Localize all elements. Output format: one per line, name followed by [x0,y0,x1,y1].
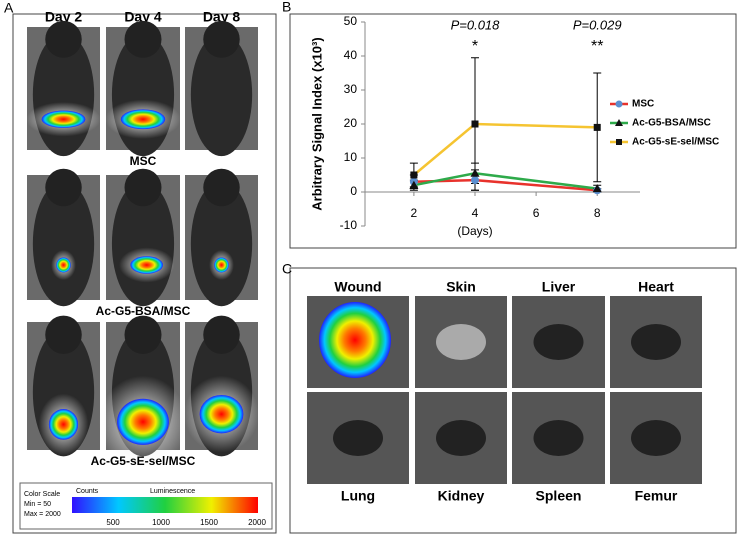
tissue [631,324,681,360]
tissue-label: Heart [638,279,674,295]
scale-tick: 2000 [248,518,266,527]
series-line [413,122,598,176]
annotation: * [472,38,478,55]
panel-c-frame [289,267,737,534]
mouse-head [203,20,240,58]
y-tick-label: 50 [344,14,358,28]
x-tick-label: 4 [472,206,479,220]
tissue-label: Lung [341,488,375,504]
mouse-head [124,20,162,58]
panel-label: C [282,261,292,277]
day-label: Day 2 [45,9,83,25]
tissue-label: Femur [635,488,678,504]
marker [471,120,479,128]
tissue [533,420,584,456]
day-label: Day 4 [124,9,162,25]
mouse-head [45,168,82,207]
x-tick-label: 6 [533,206,540,220]
y-axis-label: Arbitrary Signal Index (x10³) [309,37,324,210]
tissue [436,324,486,360]
signal [130,256,163,274]
scale-tick: 500 [106,518,120,527]
y-tick-label: 40 [344,48,358,62]
scale-tick: 1500 [200,518,218,527]
tissue [333,420,383,456]
x-tick-label: 8 [594,206,601,220]
legend-marker [616,139,622,145]
mouse-body [190,33,253,157]
legend-label: Ac-G5-sE-sel/MSC [632,137,719,148]
tissue [533,324,584,360]
annotation: P=0.029 [573,17,622,32]
tissue-label: Kidney [438,488,485,504]
tissue [631,420,681,456]
y-tick-label: -10 [340,218,358,232]
annotation: P=0.018 [451,17,501,32]
mouse-head [45,20,82,58]
group-label: MSC [130,154,157,168]
group-label: Ac-G5-sE-sel/MSC [91,454,196,468]
tissue-label: Skin [446,279,476,295]
marker [593,123,601,131]
mouse-head [45,315,82,354]
marker [409,180,419,189]
scale-tick: 1000 [152,518,170,527]
legend-marker [615,119,623,126]
y-tick-label: 20 [344,116,358,130]
marker [592,184,602,193]
series-line [413,172,598,190]
tissue-label: Wound [334,279,381,295]
scale-title: Color Scale [24,491,60,498]
annotation: ** [591,38,603,55]
mouse-head [124,315,162,354]
legend-marker [615,100,623,108]
mouse-head [124,168,162,207]
scale-counts: Counts [76,488,99,495]
signal [214,257,229,273]
day-label: Day 8 [203,9,241,25]
scale-max: Max = 2000 [24,511,61,518]
signal [319,302,391,378]
signal [41,110,86,128]
marker [410,171,418,179]
marker [470,168,480,177]
panel-b-frame [289,13,737,249]
y-tick-label: 10 [344,150,358,164]
panel-label: B [282,0,291,15]
mouse-body [32,181,95,307]
color-scale-bar [72,497,258,513]
signal [56,257,71,273]
signal [117,398,169,445]
legend-label: Ac-G5-BSA/MSC [632,118,711,129]
x-tick-label: 2 [411,206,418,220]
tissue-label: Spleen [536,488,582,504]
scale-luminescence: Luminescence [150,488,195,495]
signal [120,109,166,130]
marker [471,176,479,185]
legend-label: MSC [632,99,654,110]
tissue-label: Liver [542,279,576,295]
panel-a-frame [12,13,277,534]
mouse-head [203,315,240,354]
signal [48,409,79,440]
mouse-head [203,168,240,207]
panel-label: A [4,0,14,16]
signal [199,394,244,434]
group-label: Ac-G5-BSA/MSC [96,304,191,318]
y-tick-label: 0 [350,184,357,198]
mouse-body [190,181,253,307]
y-tick-label: 30 [344,82,358,96]
scale-min: Min = 50 [24,501,51,508]
tissue [436,420,486,456]
x-axis-label: (Days) [457,224,492,238]
